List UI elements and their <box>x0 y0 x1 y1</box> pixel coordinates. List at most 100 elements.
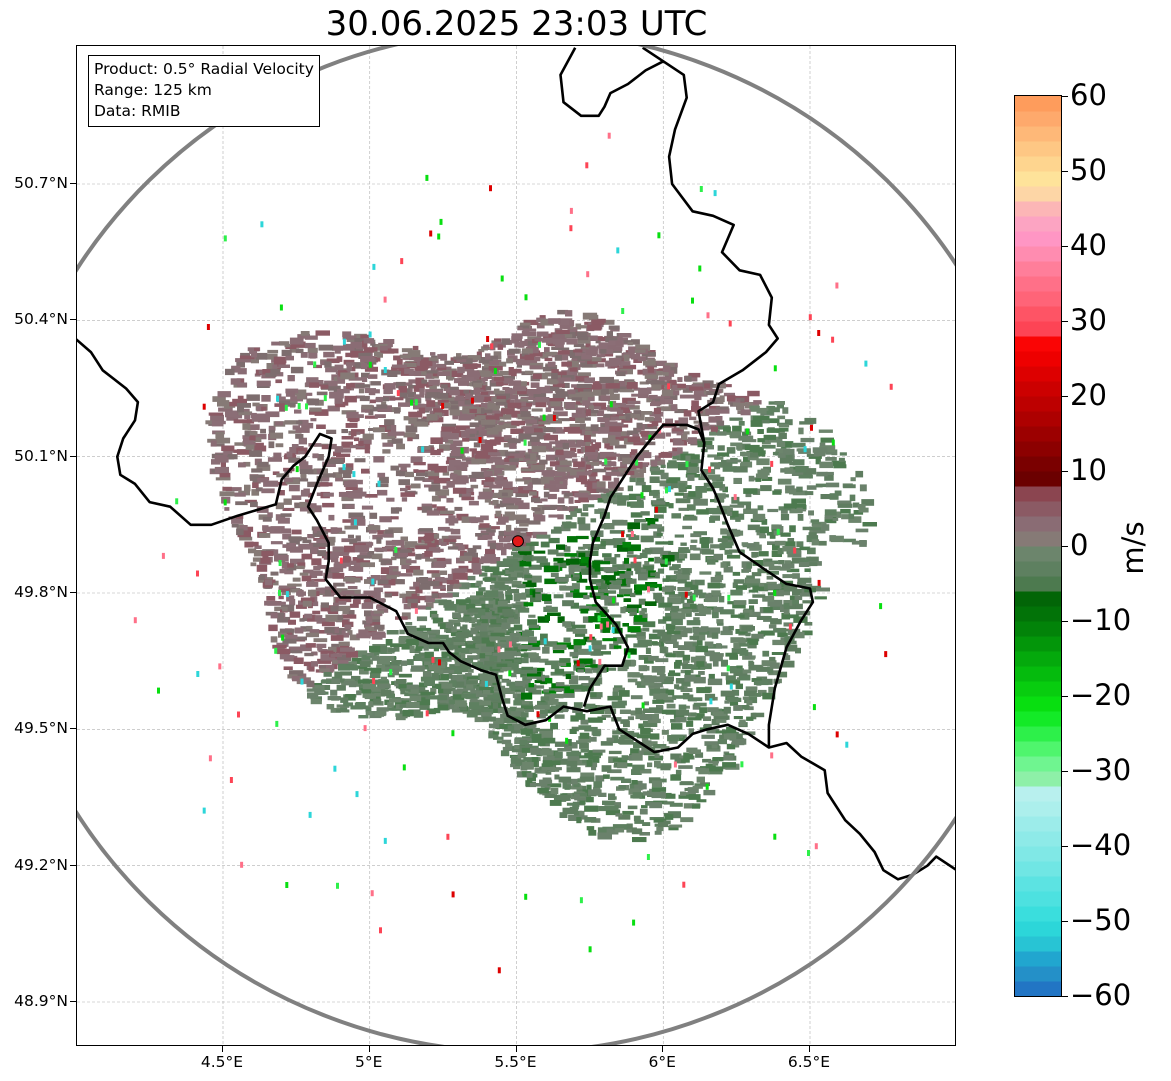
velocity-gate <box>659 646 667 654</box>
velocity-gate <box>696 509 709 515</box>
velocity-gate <box>785 488 797 494</box>
velocity-gate <box>636 555 642 559</box>
velocity-gate <box>555 682 565 687</box>
velocity-gate <box>502 609 514 616</box>
velocity-gate <box>602 638 617 642</box>
velocity-gate <box>350 350 365 358</box>
velocity-gate <box>757 416 770 420</box>
velocity-gate <box>636 422 643 429</box>
velocity-gate <box>285 344 297 350</box>
velocity-gate <box>513 386 526 392</box>
velocity-gate <box>547 342 556 347</box>
velocity-gate <box>485 548 496 555</box>
velocity-gate <box>482 535 493 540</box>
velocity-gate <box>577 372 591 377</box>
velocity-gate <box>717 538 728 542</box>
velocity-gate <box>521 490 537 494</box>
radar-map[interactable] <box>76 45 956 1046</box>
velocity-gate <box>603 523 615 530</box>
velocity-gate <box>742 669 752 674</box>
velocity-gate <box>462 438 470 442</box>
velocity-gate <box>391 660 402 665</box>
velocity-gate <box>431 614 439 620</box>
velocity-gate <box>771 550 782 557</box>
velocity-gate <box>668 451 678 456</box>
velocity-gate <box>496 521 506 525</box>
velocity-gate <box>653 407 661 415</box>
velocity-gate <box>456 605 467 612</box>
velocity-gate <box>686 504 696 511</box>
velocity-gate <box>543 737 556 744</box>
velocity-gate <box>677 587 691 591</box>
velocity-gate <box>624 470 635 476</box>
velocity-gate <box>391 556 397 561</box>
velocity-gate <box>582 400 591 406</box>
velocity-gate <box>512 637 519 643</box>
velocity-gate <box>782 546 796 552</box>
velocity-gate <box>515 491 529 498</box>
velocity-gate <box>400 536 408 542</box>
velocity-gate <box>786 568 800 573</box>
velocity-gate <box>370 342 376 346</box>
velocity-gate <box>610 416 620 421</box>
velocity-gate <box>303 661 317 667</box>
velocity-gate <box>211 420 224 427</box>
velocity-gate <box>724 731 739 736</box>
velocity-gate <box>532 478 544 485</box>
velocity-gate <box>767 666 774 674</box>
velocity-gate <box>416 605 428 610</box>
velocity-gate <box>361 505 374 510</box>
velocity-gate <box>483 690 491 694</box>
velocity-gate <box>324 589 332 597</box>
velocity-gate <box>837 503 853 508</box>
velocity-gate <box>693 420 703 424</box>
velocity-gate <box>501 548 507 556</box>
velocity-gate <box>466 675 482 681</box>
velocity-gate <box>529 352 543 357</box>
velocity-gate <box>217 400 230 407</box>
velocity-gate <box>603 774 610 779</box>
velocity-gate <box>334 364 344 371</box>
velocity-gate <box>648 682 663 688</box>
velocity-gate <box>666 477 681 484</box>
velocity-gate <box>274 403 285 407</box>
velocity-gate <box>265 372 277 377</box>
velocity-gate <box>493 736 504 740</box>
velocity-gate <box>494 436 510 443</box>
velocity-gate <box>447 573 454 579</box>
velocity-gate <box>580 776 595 782</box>
velocity-gate <box>408 688 419 694</box>
velocity-gate <box>416 616 428 622</box>
velocity-gate <box>315 587 325 593</box>
velocity-gate <box>563 546 571 552</box>
velocity-gate <box>548 537 560 544</box>
velocity-gate <box>326 358 340 364</box>
velocity-gate <box>415 644 423 651</box>
velocity-gate <box>562 782 571 789</box>
velocity-gate <box>782 407 789 414</box>
velocity-gate <box>713 606 724 613</box>
velocity-gate <box>557 616 565 623</box>
velocity-gate <box>682 386 693 393</box>
velocity-gate <box>529 436 540 443</box>
velocity-gate <box>613 482 620 489</box>
velocity-gate <box>450 528 461 535</box>
velocity-gate <box>421 666 429 670</box>
velocity-gate <box>533 550 546 554</box>
velocity-gate <box>726 726 737 733</box>
velocity-gate <box>425 372 435 379</box>
velocity-gate <box>748 599 758 604</box>
velocity-gate <box>330 689 338 696</box>
velocity-gate <box>572 628 588 634</box>
velocity-gate <box>509 400 515 404</box>
velocity-gate <box>544 695 555 702</box>
velocity-gate <box>343 343 355 351</box>
velocity-gate <box>481 615 488 620</box>
velocity-gate <box>343 577 356 582</box>
map-title: 30.06.2025 23:03 UTC <box>325 4 708 44</box>
velocity-gate <box>495 724 508 729</box>
velocity-gate <box>307 347 318 353</box>
velocity-gate <box>438 494 447 499</box>
velocity-gate <box>428 631 440 639</box>
velocity-gate <box>306 632 319 638</box>
